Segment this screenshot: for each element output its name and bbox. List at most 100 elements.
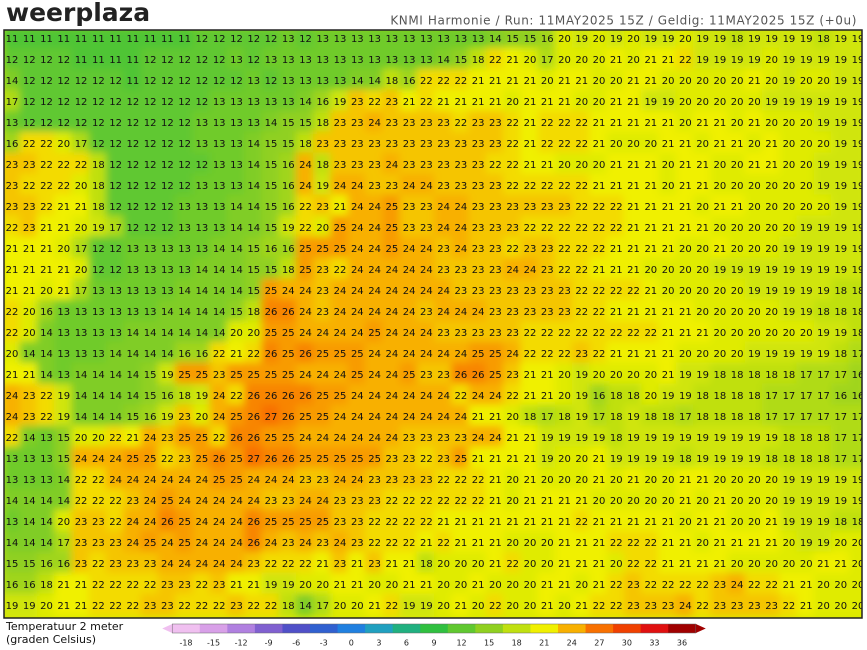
temperature-cell <box>278 299 298 323</box>
temperature-cell <box>330 131 350 155</box>
temperature-value: 26 <box>282 307 295 318</box>
temperature-value: 19 <box>714 34 727 45</box>
temperature-value: 19 <box>644 454 657 465</box>
temperature-value: 14 <box>40 538 53 549</box>
temperature-value: 21 <box>230 349 243 360</box>
colorbar-segment <box>447 624 476 633</box>
temperature-value: 24 <box>524 265 537 276</box>
temperature-value: 23 <box>230 601 243 612</box>
temperature-value: 15 <box>455 55 468 66</box>
temperature-cell <box>261 30 281 50</box>
temperature-cell <box>330 194 350 218</box>
temperature-cell <box>762 362 782 386</box>
temperature-cell <box>364 383 385 407</box>
temperature-value: 23 <box>455 433 468 444</box>
temperature-value: 23 <box>385 97 398 108</box>
temperature-cell <box>779 236 799 260</box>
temperature-cell <box>813 215 834 239</box>
temperature-value: 24 <box>351 181 364 192</box>
temperature-value: 24 <box>368 286 381 297</box>
temperature-cell <box>157 278 178 302</box>
temperature-value: 13 <box>126 265 139 276</box>
temperature-value: 21 <box>644 160 657 171</box>
temperature-value: 25 <box>334 349 347 360</box>
temperature-cell <box>554 152 575 176</box>
temperature-value: 14 <box>40 349 53 360</box>
temperature-value: 19 <box>282 223 295 234</box>
temperature-cell <box>399 30 419 50</box>
temperature-cell <box>347 320 367 344</box>
temperature-value: 24 <box>437 223 450 234</box>
temperature-value: 20 <box>610 139 623 150</box>
temperature-value: 19 <box>627 412 640 423</box>
temperature-value: 23 <box>385 181 398 192</box>
temperature-value: 24 <box>196 496 209 507</box>
temperature-value: 20 <box>662 496 675 507</box>
temperature-value: 18 <box>731 391 744 402</box>
temperature-value: 20 <box>731 496 744 507</box>
temperature-value: 18 <box>662 412 675 423</box>
temperature-cell <box>399 47 419 71</box>
temperature-cell <box>762 236 782 260</box>
temperature-value: 25 <box>299 265 312 276</box>
temperature-value: 23 <box>6 181 19 192</box>
temperature-value: 23 <box>472 286 485 297</box>
temperature-value: 19 <box>714 433 727 444</box>
temperature-cell <box>537 47 557 71</box>
colorbar-tick-label: 9 <box>431 639 436 648</box>
temperature-value: 19 <box>748 265 761 276</box>
temperature-value: 22 <box>126 580 139 591</box>
temperature-value: 19 <box>765 286 778 297</box>
temperature-value: 21 <box>437 97 450 108</box>
temperature-value: 16 <box>282 160 295 171</box>
temperature-value: 12 <box>40 118 53 129</box>
temperature-cell <box>123 341 143 365</box>
temperature-cell <box>572 320 592 344</box>
temperature-value: 14 <box>23 496 36 507</box>
temperature-cell <box>226 215 247 239</box>
temperature-value: 22 <box>644 328 657 339</box>
temperature-cell <box>710 236 730 260</box>
temperature-cell <box>105 173 126 197</box>
temperature-cell <box>105 236 126 260</box>
temperature-cell <box>209 68 229 92</box>
temperature-value: 16 <box>40 559 53 570</box>
temperature-value: 19 <box>800 307 813 318</box>
colorbar-segment <box>668 624 697 633</box>
temperature-cell <box>727 278 747 302</box>
temperature-cell <box>468 194 488 218</box>
logo[interactable]: weerplaza <box>6 0 150 27</box>
temperature-cell <box>175 194 195 218</box>
temperature-cell <box>848 362 862 386</box>
temperature-cell <box>606 131 626 155</box>
temperature-cell <box>330 257 350 281</box>
temperature-value: 22 <box>368 517 381 528</box>
temperature-value: 13 <box>126 244 139 255</box>
temperature-cell <box>692 236 713 260</box>
temperature-cell <box>416 341 436 365</box>
temperature-value: 22 <box>575 244 588 255</box>
temperature-cell <box>105 89 126 113</box>
temperature-cell <box>744 110 765 134</box>
temperature-value: 21 <box>57 265 70 276</box>
temperature-cell <box>209 131 229 155</box>
temperature-value: 21 <box>593 118 606 129</box>
temperature-cell <box>19 236 39 260</box>
temperature-value: 20 <box>800 160 813 171</box>
temperature-value: 13 <box>230 181 243 192</box>
temperature-value: 24 <box>213 517 226 528</box>
temperature-value: 23 <box>351 538 364 549</box>
temperature-value: 24 <box>368 433 381 444</box>
temperature-cell <box>313 404 333 428</box>
colorbar: -18 -15 -12 -9 -6 -3 0 3 6 9 12 15 18 21 24 27 30 33 36 <box>162 623 706 648</box>
temperature-cell <box>831 131 851 155</box>
temperature-value: 24 <box>247 496 260 507</box>
temperature-cell <box>54 131 74 155</box>
temperature-value: 24 <box>731 580 744 591</box>
temperature-value: 19 <box>265 580 278 591</box>
temperature-value: 18 <box>178 391 191 402</box>
temperature-cell <box>209 320 229 344</box>
temperature-cell <box>123 404 143 428</box>
temperature-cell <box>520 278 540 302</box>
temperature-cell <box>831 236 851 260</box>
